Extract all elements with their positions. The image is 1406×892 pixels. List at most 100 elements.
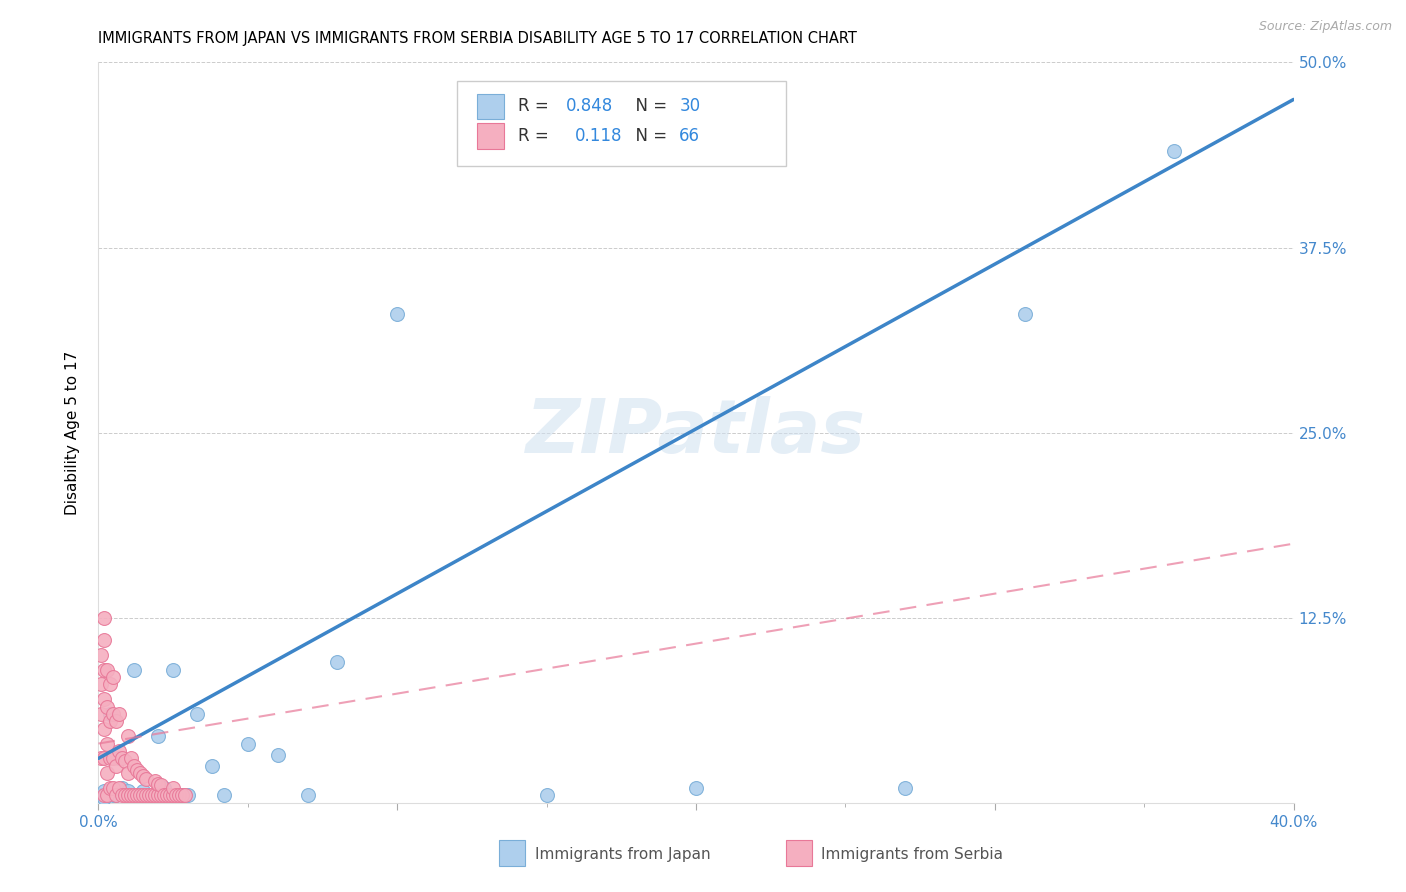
Point [93,692,115,706]
Point [124,663,146,677]
Point [153,780,176,795]
Point [297,789,319,803]
Point [1163,145,1185,159]
Point [124,758,146,772]
Point [132,789,155,803]
Point [98,714,122,729]
Point [96,789,118,803]
FancyBboxPatch shape [786,840,811,866]
Point [93,789,115,803]
Point [127,763,149,777]
Point [103,780,125,795]
Text: N =: N = [626,127,673,145]
Point [117,766,139,780]
Point [150,778,173,792]
Point [186,706,208,721]
Point [111,780,134,795]
Point [1014,307,1036,321]
Point [90,677,112,691]
Point [96,737,118,751]
Point [98,751,122,765]
Point [153,789,176,803]
FancyBboxPatch shape [477,94,503,120]
Point [90,789,112,803]
FancyBboxPatch shape [499,840,524,866]
Text: Immigrants from Japan: Immigrants from Japan [534,847,710,863]
Point [108,744,131,758]
Point [162,789,184,803]
Point [148,729,170,743]
Point [117,784,139,798]
Point [96,766,118,780]
Point [93,663,115,677]
Point [120,789,142,803]
Point [93,751,115,765]
Y-axis label: Disability Age 5 to 17: Disability Age 5 to 17 [65,351,80,515]
Point [96,663,118,677]
Point [167,789,190,803]
Point [162,663,184,677]
Point [156,789,179,803]
Point [174,789,197,803]
Point [236,737,259,751]
Point [127,789,149,803]
Point [536,789,558,803]
Point [267,748,290,763]
Point [105,714,128,729]
Text: R =: R = [517,127,560,145]
Point [138,789,160,803]
Text: Immigrants from Serbia: Immigrants from Serbia [821,847,1004,863]
Text: 0.118: 0.118 [575,127,623,145]
Text: R =: R = [517,97,554,115]
Point [162,780,184,795]
Point [108,706,131,721]
Point [201,758,224,772]
Point [114,755,136,769]
Text: N =: N = [626,97,673,115]
Point [98,780,122,795]
FancyBboxPatch shape [477,123,503,149]
FancyBboxPatch shape [457,81,786,166]
Point [93,632,115,647]
Point [685,780,707,795]
Point [108,751,131,765]
Point [90,751,112,765]
Point [894,780,917,795]
Point [105,758,128,772]
Point [103,706,125,721]
Point [135,772,157,786]
Text: ZIPatlas: ZIPatlas [526,396,866,469]
Text: 30: 30 [679,97,700,115]
Point [326,655,349,669]
Point [120,751,142,765]
Point [111,751,134,765]
Point [93,791,115,805]
Point [159,789,181,803]
Text: IMMIGRANTS FROM JAPAN VS IMMIGRANTS FROM SERBIA DISABILITY AGE 5 TO 17 CORRELATI: IMMIGRANTS FROM JAPAN VS IMMIGRANTS FROM… [98,31,858,46]
Point [172,789,194,803]
Point [117,729,139,743]
Point [172,789,194,803]
Point [177,789,200,803]
Point [132,784,155,798]
Point [96,699,118,714]
Point [90,706,112,721]
Point [148,789,170,803]
Point [93,610,115,624]
Point [212,789,235,803]
Text: 0.848: 0.848 [565,97,613,115]
Text: Source: ZipAtlas.com: Source: ZipAtlas.com [1258,20,1392,33]
Point [129,766,152,780]
Point [143,789,166,803]
Point [103,789,125,803]
Point [114,789,136,803]
Point [150,789,173,803]
Point [143,773,166,788]
Point [105,789,128,803]
Point [148,776,170,790]
Point [165,789,187,803]
Point [93,722,115,736]
Point [105,789,128,803]
Point [96,789,118,803]
Point [385,307,409,321]
